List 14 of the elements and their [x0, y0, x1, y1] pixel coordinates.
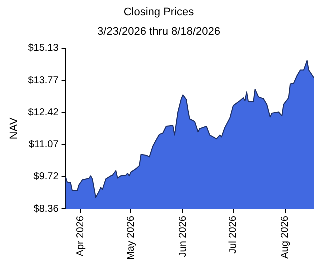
x-tick-label: Jun 2026 [178, 216, 189, 258]
y-tick-label: $13.77 [28, 75, 60, 86]
chart-title: Closing Prices [124, 6, 195, 19]
y-tick-label: $15.13 [28, 43, 60, 54]
x-tick-label: Apr 2026 [76, 216, 87, 257]
chart-subtitle: 3/23/2026 thru 8/18/2026 [98, 26, 220, 38]
y-tick-label: $12.42 [28, 107, 60, 118]
x-tick-label: May 2026 [126, 216, 137, 260]
x-tick-label: Aug 2026 [280, 216, 292, 259]
y-tick-label: $9.72 [34, 172, 60, 183]
y-tick-label: $11.07 [28, 140, 60, 151]
y-axis-title: NAV [8, 117, 21, 140]
y-tick-label: $8.36 [34, 204, 60, 215]
x-tick-label: Jul 2026 [228, 216, 240, 254]
